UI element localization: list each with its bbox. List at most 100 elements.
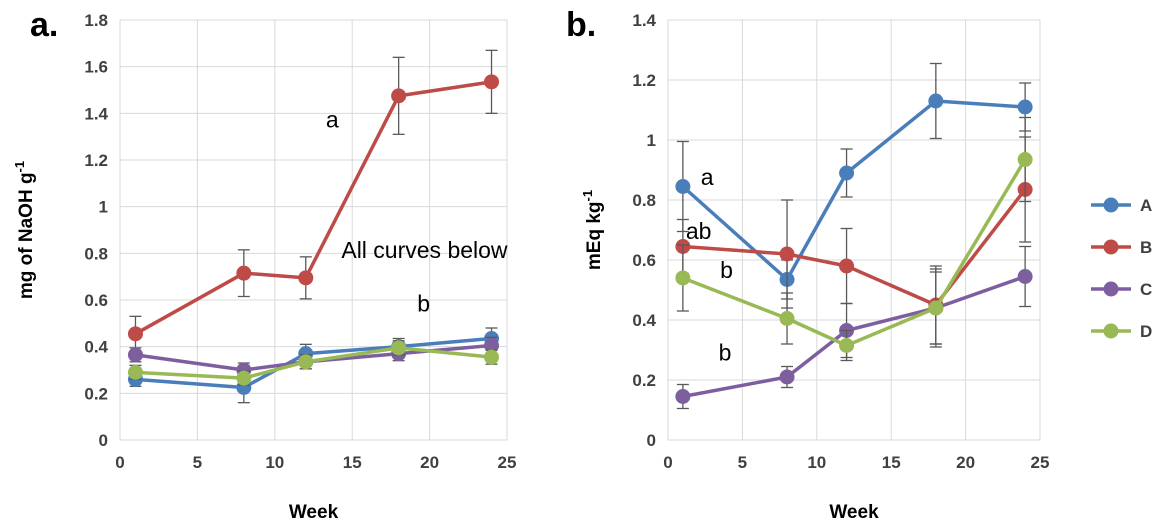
y-tick-label: 1.2 [84,151,108,170]
y-axis-title-superscript: -1 [580,190,595,202]
x-tick-label: 15 [882,453,901,472]
annotation-label: b [720,257,733,283]
chart-panel-b: 0 0.2 0.4 0.6 0.8 1 1.2 1.4 0 5 10 15 20 25 Week mEq kg… [566,6,1049,523]
y-tick-label: 0.6 [632,251,656,270]
y-tick-label: 1 [647,131,656,150]
data-point [236,370,252,386]
x-tick-label: 15 [343,453,362,472]
data-point [675,270,691,286]
data-point [928,300,944,316]
series-a [127,327,500,404]
y-tick-label: 0 [99,431,108,450]
data-point [1017,152,1033,167]
data-point [675,179,691,194]
data-point [779,311,795,326]
legend-marker [1103,239,1119,255]
x-tick-label: 20 [956,453,975,472]
data-point [1017,99,1033,115]
y-tick-label: 1 [99,198,108,217]
series-line [682,274,1026,399]
x-tick-label: 5 [738,453,747,472]
data-point [484,338,500,353]
y-tick-label: 0.8 [632,191,656,210]
data-point [839,338,855,353]
data-point [928,93,944,109]
y-tick-label: 0.2 [632,371,656,390]
y-tick-label: 1.4 [632,11,656,30]
data-point [675,389,691,404]
y-tick-label: 0.6 [84,291,108,310]
annotation-label: b [417,291,430,317]
data-point [484,349,500,365]
data-point [391,340,407,356]
y-tick-label: 1.6 [84,58,108,77]
x-tick-label: 0 [663,453,672,472]
y-axis-title-text: mg of NaOH g [16,172,37,299]
y-tick-label: 0.4 [84,338,108,357]
legend-entry-d: D [1091,322,1152,341]
annotation-label: a [326,106,339,132]
x-tick-label: 20 [420,453,439,472]
x-tick-label: 25 [1031,453,1050,472]
series-d [127,340,500,386]
annotation-label: b [719,340,732,366]
data-point [236,265,252,281]
legend-label: A [1140,196,1152,215]
series-b [675,136,1033,345]
data-point [484,74,500,90]
legend-label: D [1140,322,1152,341]
y-tick-label: 0 [647,431,656,450]
panel-label: b. [566,6,596,44]
legend-label: C [1140,280,1152,299]
data-point [779,369,795,385]
y-tick-label: 0.4 [632,311,656,330]
x-tick-label: 0 [115,453,124,472]
plot-area [119,19,508,441]
data-point [839,165,855,181]
plot-area [667,19,1041,441]
y-tick-label: 1.8 [84,11,108,30]
y-tick-label: 1.4 [84,104,108,123]
legend-entry-c: C [1091,280,1152,299]
annotation-label: ab [686,218,712,244]
x-axis-title: Week [829,502,879,523]
legend: A B C D [1091,196,1152,341]
y-axis-title-text: mEq kg [584,201,605,270]
data-point [127,326,143,342]
data-point [127,364,143,380]
data-point [839,258,855,274]
series-d [675,116,1033,362]
series-line [682,158,1027,348]
y-axis-title: mg of NaOH g-1 [12,161,37,299]
y-tick-label: 0.2 [84,384,108,403]
y-tick-label: 1.2 [632,71,656,90]
legend-label: B [1140,238,1152,257]
series-line [681,99,1026,282]
x-tick-label: 10 [807,453,826,472]
annotation-label: All curves below [341,237,508,263]
legend-marker [1103,281,1119,297]
y-axis-title: mEq kg-1 [580,190,605,270]
legend-entry-a: A [1091,196,1152,215]
series-line [135,343,492,372]
data-point [1017,269,1033,284]
data-point [298,270,314,286]
y-axis-title-superscript: -1 [12,161,27,173]
panel-label: a. [30,6,58,44]
x-tick-label: 25 [498,453,517,472]
series-b [127,49,500,352]
data-point [779,246,795,262]
series-line [134,80,492,336]
legend-entry-b: B [1091,238,1152,257]
data-point [127,347,143,363]
data-point [298,354,314,370]
x-tick-label: 10 [265,453,284,472]
chart-panel-a: 0 0.2 0.4 0.6 0.8 1 1.2 1.4 1.6 1.8 0 5 10 15 20 25 Week… [12,6,516,523]
y-tick-label: 0.8 [84,244,108,263]
legend-marker [1103,323,1119,339]
legend-marker [1103,197,1119,213]
data-point [391,88,407,104]
x-tick-label: 5 [193,453,202,472]
